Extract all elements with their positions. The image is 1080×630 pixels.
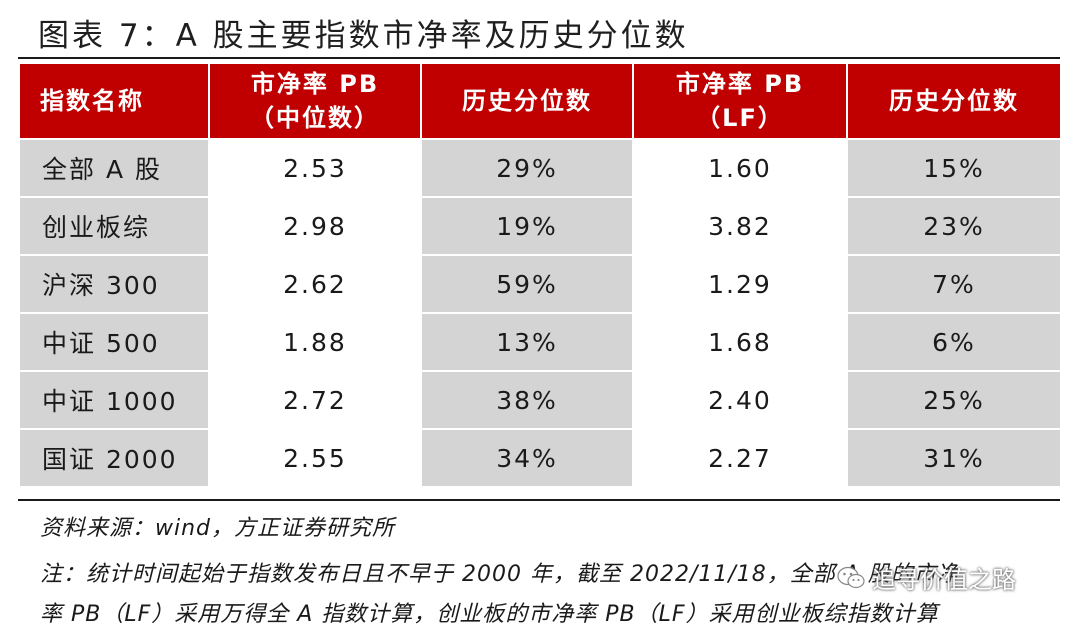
pb-median-cell: 1.88 xyxy=(208,312,422,372)
pb-lf-cell: 3.82 xyxy=(632,196,848,256)
table-row: 创业板综 2.98 19% 3.82 23% xyxy=(18,196,1062,256)
index-name-cell: 沪深 300 xyxy=(18,254,210,314)
percentile-cell: 19% xyxy=(420,196,634,256)
index-name-cell: 全部 A 股 xyxy=(18,138,210,198)
wechat-icon xyxy=(837,566,865,588)
watermark: 追寻价值之路 xyxy=(836,560,1016,595)
percentile-cell: 23% xyxy=(846,196,1062,256)
pb-median-cell: 2.55 xyxy=(208,428,422,488)
footnote-line-2: 率 PB（LF）采用万得全 A 指数计算，创业板的市净率 PB（LF）采用创业板… xyxy=(40,602,939,627)
pb-table: 指数名称 市净率 PB （中位数） 历史分位数 市净率 PB （LF） 历史分位数 … xyxy=(18,62,1062,488)
pb-lf-cell: 2.40 xyxy=(632,370,848,430)
percentile-cell: 13% xyxy=(420,312,634,372)
index-name-cell: 中证 500 xyxy=(18,312,210,372)
header-percentile-1: 历史分位数 xyxy=(420,62,634,140)
header-index-name: 指数名称 xyxy=(18,62,210,140)
percentile-cell: 31% xyxy=(846,428,1062,488)
table-row: 全部 A 股 2.53 29% 1.60 15% xyxy=(18,138,1062,198)
footnote-line-1: 注：统计时间起始于指数发布日且不早于 2000 年，截至 2022/11/18，… xyxy=(40,562,960,587)
bottom-rule xyxy=(18,499,1060,501)
pb-median-cell: 2.53 xyxy=(208,138,422,198)
table-row: 中证 1000 2.72 38% 2.40 25% xyxy=(18,370,1062,430)
top-rule xyxy=(18,57,1060,59)
header-pb-lf: 市净率 PB （LF） xyxy=(632,62,848,140)
index-name-cell: 中证 1000 xyxy=(18,370,210,430)
pb-median-cell: 2.98 xyxy=(208,196,422,256)
pb-lf-cell: 1.60 xyxy=(632,138,848,198)
header-pb-median: 市净率 PB （中位数） xyxy=(208,62,422,140)
percentile-cell: 38% xyxy=(420,370,634,430)
header-percentile-2: 历史分位数 xyxy=(846,62,1062,140)
percentile-cell: 34% xyxy=(420,428,634,488)
percentile-cell: 15% xyxy=(846,138,1062,198)
pb-lf-cell: 1.29 xyxy=(632,254,848,314)
header-row: 指数名称 市净率 PB （中位数） 历史分位数 市净率 PB （LF） 历史分位数 xyxy=(18,62,1062,140)
percentile-cell: 6% xyxy=(846,312,1062,372)
percentile-cell: 25% xyxy=(846,370,1062,430)
percentile-cell: 59% xyxy=(420,254,634,314)
pb-lf-cell: 2.27 xyxy=(632,428,848,488)
index-name-cell: 创业板综 xyxy=(18,196,210,256)
percentile-cell: 29% xyxy=(420,138,634,198)
figure-title: 图表 7：A 股主要指数市净率及历史分位数 xyxy=(38,18,689,54)
table-row: 沪深 300 2.62 59% 1.29 7% xyxy=(18,254,1062,314)
table-row: 国证 2000 2.55 34% 2.27 31% xyxy=(18,428,1062,488)
pb-lf-cell: 1.68 xyxy=(632,312,848,372)
watermark-text: 追寻价值之路 xyxy=(872,566,1016,594)
pb-median-cell: 2.62 xyxy=(208,254,422,314)
index-name-cell: 国证 2000 xyxy=(18,428,210,488)
pb-median-cell: 2.72 xyxy=(208,370,422,430)
source-note: 资料来源：wind，方正证券研究所 xyxy=(40,516,396,541)
percentile-cell: 7% xyxy=(846,254,1062,314)
table-row: 中证 500 1.88 13% 1.68 6% xyxy=(18,312,1062,372)
